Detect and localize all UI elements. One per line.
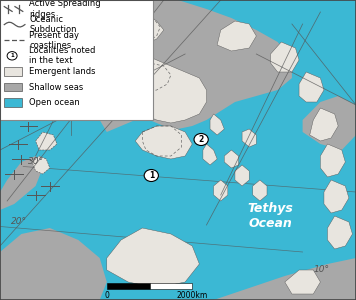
Polygon shape (93, 54, 206, 123)
Text: 2000km: 2000km (177, 291, 208, 300)
Text: Open ocean: Open ocean (29, 98, 80, 107)
Text: 0: 0 (104, 291, 109, 300)
Polygon shape (214, 258, 356, 300)
Polygon shape (253, 180, 267, 201)
Bar (4, 67, 22, 76)
Polygon shape (135, 126, 192, 159)
Text: 2: 2 (199, 135, 204, 144)
Polygon shape (217, 21, 256, 51)
Polygon shape (299, 72, 324, 102)
Polygon shape (0, 156, 43, 210)
Polygon shape (32, 156, 50, 174)
Polygon shape (235, 165, 249, 186)
Polygon shape (242, 129, 256, 147)
Text: 10°: 10° (313, 265, 329, 274)
Text: Active Spreading
ridges: Active Spreading ridges (29, 0, 101, 19)
Text: Tethys
Ocean: Tethys Ocean (248, 202, 293, 230)
Bar (0, 0, 153, 120)
Polygon shape (36, 132, 57, 150)
Polygon shape (224, 150, 239, 168)
Bar (150, 283, 192, 289)
Bar (107, 283, 150, 289)
Text: 20°: 20° (11, 217, 27, 226)
Text: Localities noted
in the text: Localities noted in the text (29, 46, 95, 65)
Polygon shape (107, 228, 199, 288)
Polygon shape (85, 0, 292, 132)
Bar (4, 98, 22, 107)
Polygon shape (210, 114, 224, 135)
Polygon shape (328, 216, 352, 249)
Polygon shape (320, 144, 345, 177)
Circle shape (144, 169, 158, 181)
Circle shape (7, 52, 17, 60)
Text: 1: 1 (10, 53, 14, 58)
Polygon shape (310, 108, 338, 141)
Polygon shape (285, 270, 320, 294)
Polygon shape (303, 96, 356, 150)
Polygon shape (203, 144, 217, 165)
Text: Present day
coastlines: Present day coastlines (29, 31, 79, 50)
Text: Oceanic
Subduction: Oceanic Subduction (29, 15, 77, 34)
Polygon shape (324, 180, 349, 213)
Polygon shape (214, 180, 228, 201)
Polygon shape (96, 9, 164, 48)
Polygon shape (0, 228, 107, 300)
Text: 30°: 30° (28, 157, 44, 166)
Circle shape (194, 134, 208, 146)
Bar (4, 83, 22, 91)
Text: 1: 1 (149, 171, 154, 180)
Text: Shallow seas: Shallow seas (29, 82, 83, 91)
Polygon shape (271, 42, 299, 72)
Text: Emergent lands: Emergent lands (29, 67, 96, 76)
